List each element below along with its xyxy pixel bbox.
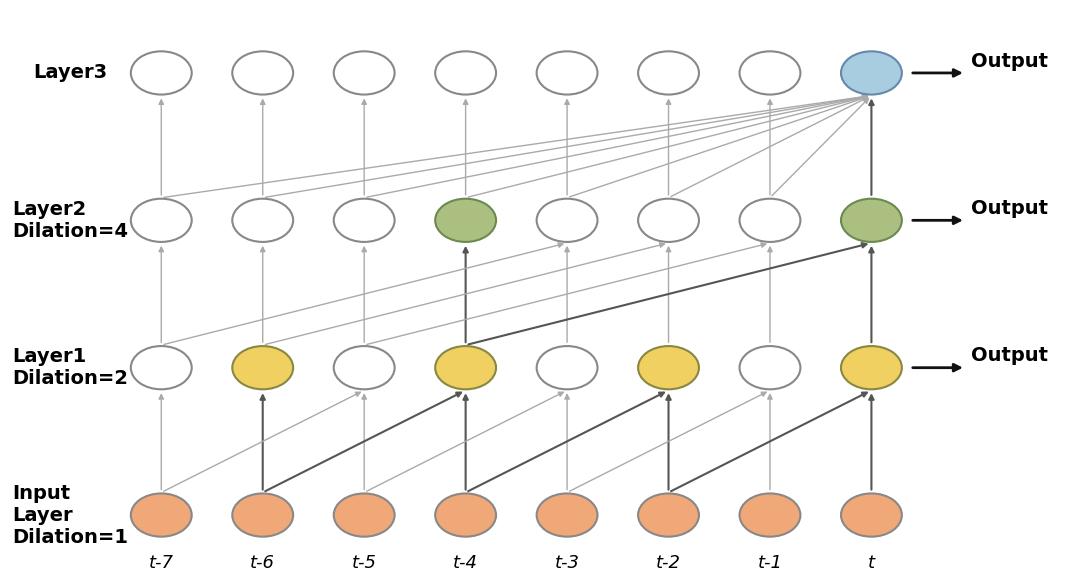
Ellipse shape <box>435 199 496 242</box>
Ellipse shape <box>638 199 698 242</box>
Ellipse shape <box>841 51 901 95</box>
Ellipse shape <box>536 51 597 95</box>
Ellipse shape <box>841 346 901 389</box>
Text: t-3: t-3 <box>554 554 580 572</box>
Text: Output: Output <box>971 52 1048 71</box>
Text: t-7: t-7 <box>148 554 174 572</box>
Ellipse shape <box>536 493 597 537</box>
Ellipse shape <box>232 199 293 242</box>
Text: t-4: t-4 <box>453 554 478 572</box>
Ellipse shape <box>638 51 698 95</box>
Text: t-2: t-2 <box>656 554 681 572</box>
Ellipse shape <box>333 493 394 537</box>
Ellipse shape <box>435 493 496 537</box>
Ellipse shape <box>841 493 901 537</box>
Ellipse shape <box>638 346 698 389</box>
Ellipse shape <box>638 493 698 537</box>
Ellipse shape <box>333 346 394 389</box>
Ellipse shape <box>131 199 192 242</box>
Text: Input
Layer
Dilation=1: Input Layer Dilation=1 <box>12 483 128 547</box>
Ellipse shape <box>739 493 800 537</box>
Text: Output: Output <box>971 199 1048 218</box>
Text: Layer1
Dilation=2: Layer1 Dilation=2 <box>12 347 128 388</box>
Ellipse shape <box>333 199 394 242</box>
Ellipse shape <box>131 51 192 95</box>
Text: t-6: t-6 <box>250 554 276 572</box>
Ellipse shape <box>232 51 293 95</box>
Text: Layer2
Dilation=4: Layer2 Dilation=4 <box>12 200 128 241</box>
Ellipse shape <box>536 346 597 389</box>
Ellipse shape <box>435 51 496 95</box>
Text: t: t <box>868 554 875 572</box>
Ellipse shape <box>131 346 192 389</box>
Text: Output: Output <box>971 346 1048 365</box>
Ellipse shape <box>536 199 597 242</box>
Text: t-5: t-5 <box>351 554 377 572</box>
Ellipse shape <box>232 346 293 389</box>
Text: t-1: t-1 <box>757 554 783 572</box>
Ellipse shape <box>841 199 901 242</box>
Ellipse shape <box>739 51 800 95</box>
Ellipse shape <box>333 51 394 95</box>
Ellipse shape <box>739 199 800 242</box>
Ellipse shape <box>131 493 192 537</box>
Ellipse shape <box>232 493 293 537</box>
Ellipse shape <box>739 346 800 389</box>
Ellipse shape <box>435 346 496 389</box>
Text: Layer3: Layer3 <box>33 64 107 82</box>
